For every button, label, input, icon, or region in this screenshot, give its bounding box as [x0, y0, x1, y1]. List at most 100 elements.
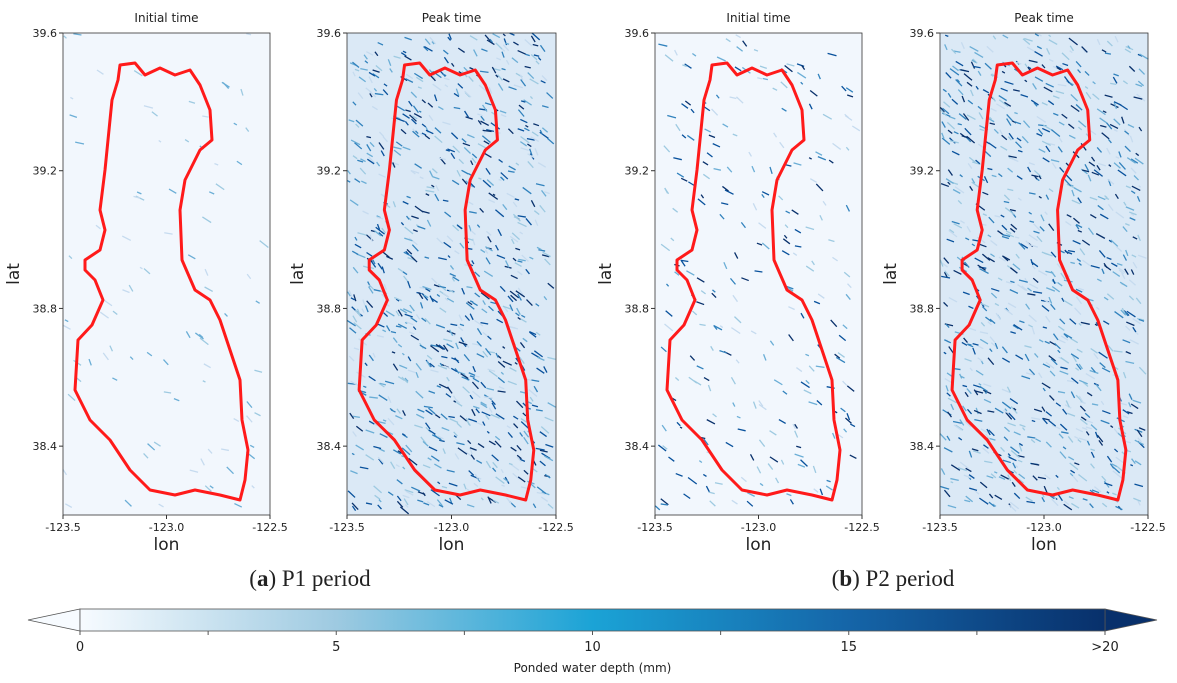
texture: [497, 74, 503, 81]
texture: [379, 382, 386, 386]
texture: [497, 228, 502, 237]
texture: [1026, 46, 1036, 53]
texture: [1056, 338, 1066, 344]
texture: [438, 385, 442, 389]
texture: [672, 207, 679, 213]
texture: [953, 269, 962, 275]
texture: [1087, 227, 1094, 235]
texture: [725, 441, 734, 448]
texture: [1041, 382, 1051, 389]
texture: [492, 467, 497, 473]
texture: [1024, 79, 1028, 83]
texture: [792, 252, 798, 256]
texture: [966, 408, 973, 415]
texture: [384, 380, 395, 385]
texture: [1013, 407, 1017, 411]
texture: [752, 203, 758, 211]
texture: [844, 417, 852, 424]
texture: [1078, 287, 1085, 291]
texture: [348, 289, 353, 298]
texture: [725, 38, 731, 43]
texture: [1105, 197, 1110, 200]
texture: [959, 373, 963, 379]
texture: [1135, 152, 1140, 157]
texture: [1048, 223, 1055, 231]
texture: [532, 43, 539, 47]
texture: [442, 344, 449, 352]
texture: [1031, 417, 1041, 421]
texture: [533, 54, 540, 57]
texture: [434, 193, 440, 202]
texture: [491, 66, 497, 74]
texture: [446, 343, 454, 349]
texture: [984, 460, 993, 464]
texture: [143, 105, 154, 109]
texture: [1113, 350, 1123, 353]
texture: [757, 77, 763, 80]
texture: [661, 424, 667, 432]
texture: [520, 135, 530, 144]
texture: [350, 380, 360, 387]
texture: [500, 371, 505, 375]
texture: [372, 259, 376, 265]
texture: [945, 72, 952, 79]
texture: [756, 242, 763, 246]
texture: [964, 261, 970, 269]
texture: [354, 243, 362, 249]
texture: [538, 249, 546, 252]
texture: [1010, 406, 1018, 414]
texture: [1094, 486, 1102, 493]
texture: [1075, 367, 1080, 371]
texture: [1005, 412, 1013, 420]
texture: [1099, 117, 1107, 123]
texture: [1029, 244, 1039, 248]
texture: [1122, 339, 1131, 344]
texture: [390, 331, 397, 334]
texture: [1050, 129, 1061, 138]
texture: [1041, 406, 1046, 412]
texture: [395, 117, 405, 123]
texture: [502, 44, 510, 52]
texture: [513, 423, 519, 429]
texture: [1130, 167, 1137, 174]
texture: [502, 305, 512, 310]
texture: [254, 369, 263, 373]
texture: [513, 216, 518, 219]
texture: [1036, 32, 1042, 37]
texture: [497, 83, 504, 91]
texture: [545, 443, 554, 448]
texture: [1069, 337, 1079, 344]
texture: [364, 305, 369, 313]
texture: [972, 450, 981, 454]
texture: [1060, 272, 1066, 280]
texture: [482, 421, 486, 426]
y-axis-label: lat: [881, 263, 901, 285]
texture: [1090, 448, 1096, 452]
texture: [953, 50, 961, 53]
texture: [378, 232, 384, 237]
texture: [518, 258, 526, 262]
texture: [1042, 326, 1048, 329]
texture: [1010, 331, 1016, 335]
texture: [406, 248, 413, 255]
texture: [964, 358, 972, 362]
texture: [1124, 311, 1129, 317]
texture: [1134, 157, 1144, 165]
texture: [511, 464, 520, 471]
y-tick-label: 38.4: [910, 440, 935, 453]
texture: [1000, 145, 1008, 151]
texture: [387, 417, 395, 426]
texture: [204, 286, 213, 292]
texture: [443, 56, 449, 64]
texture: [817, 293, 825, 299]
texture: [497, 376, 505, 384]
texture: [1069, 462, 1079, 471]
texture: [516, 307, 521, 316]
texture: [973, 409, 982, 415]
texture: [1098, 351, 1108, 359]
texture: [424, 317, 431, 325]
texture: [1007, 474, 1012, 482]
texture: [1092, 93, 1100, 100]
texture: [813, 300, 821, 305]
texture: [516, 454, 522, 460]
